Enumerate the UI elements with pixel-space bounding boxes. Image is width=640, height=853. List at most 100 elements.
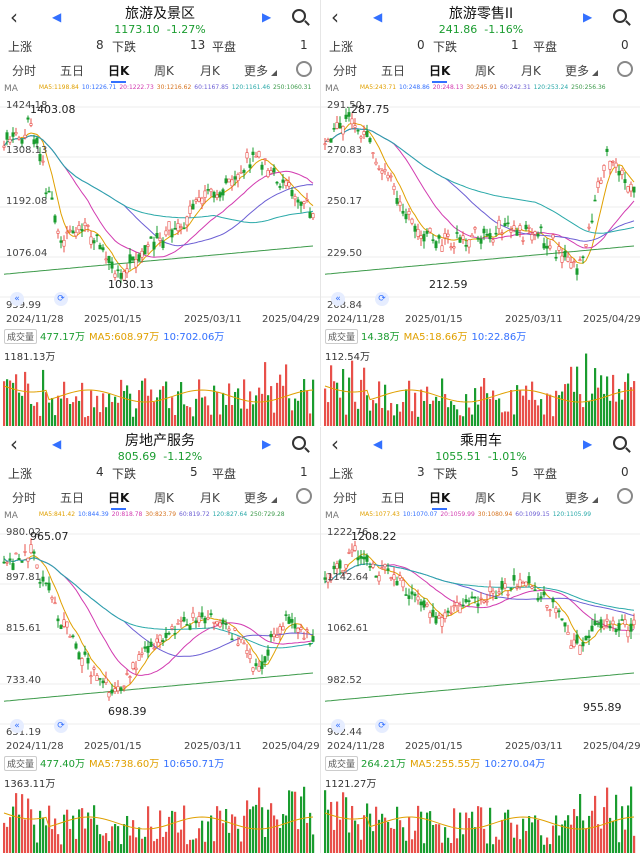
candle-body [107,692,111,698]
back-chevron-icon[interactable]: ‹ [10,5,18,29]
volume-bar [459,415,462,426]
next-arrow-icon[interactable]: ▶ [583,10,593,24]
tab-daily-k[interactable]: 日K [108,64,130,83]
volume-bar [396,404,399,426]
tab-daily-k[interactable]: 日K [429,64,451,83]
volume-bar [96,824,99,853]
volume-bar [438,824,441,853]
candle-body [212,191,216,198]
tab-more[interactable]: 更多 [244,64,269,78]
next-arrow-icon[interactable]: ▶ [262,10,272,24]
tab-more[interactable]: 更多 [244,491,269,505]
volume-tag[interactable]: 成交量 [4,756,38,771]
volume-bar [111,826,114,853]
tab-intraday[interactable]: 分时 [12,491,37,505]
settings-icon[interactable] [617,61,633,77]
volume-bar [456,838,459,853]
tab-weekly-k[interactable]: 周K [475,491,495,505]
ma-legend[interactable]: MA MA5:1077.43 10:1070.07 20:1059.99 30:108… [325,511,640,521]
prev-arrow-icon[interactable]: ◀ [52,10,62,24]
candlestick-chart[interactable] [321,95,640,315]
candlestick-chart[interactable] [321,522,640,742]
date-tick: 2024/11/28 [327,314,385,325]
search-icon[interactable] [613,436,627,450]
tab-intraday[interactable]: 分时 [12,64,37,78]
candlestick-chart[interactable] [0,95,320,315]
volume-chart[interactable] [0,773,320,853]
volume-bar [609,817,612,853]
tab-weekly-k[interactable]: 周K [154,64,174,78]
candle-body [425,230,429,234]
ma-legend[interactable]: MA MA5:1198.84 10:1226.71 20:1222.73 30:121… [4,84,320,94]
tab-more[interactable]: 更多 [565,491,590,505]
prev-arrow-icon[interactable]: ◀ [52,437,62,451]
ma-legend[interactable]: MA MA5:841.42 10:844.39 20:818.78 30:823.79… [4,511,320,521]
prev-arrow-icon[interactable]: ◀ [373,10,383,24]
collapse-left-icon[interactable]: « [331,292,345,306]
candlestick-chart[interactable] [0,522,320,742]
tab-daily-k[interactable]: 日K [108,491,130,510]
expand-icon[interactable] [592,70,598,76]
expand-icon[interactable] [592,497,598,503]
settings-icon[interactable] [617,488,633,504]
ma-legend[interactable]: MA MA5:243.71 10:248.86 20:248.13 30:245.91… [325,84,640,94]
volume-bar [432,825,435,853]
collapse-left-icon[interactable]: « [331,719,345,733]
search-icon[interactable] [613,9,627,23]
back-chevron-icon[interactable]: ‹ [331,432,339,456]
tab-weekly-k[interactable]: 周K [475,64,495,78]
volume-chart[interactable] [0,346,320,426]
tab-monthly-k[interactable]: 月K [200,64,220,78]
candle-body [539,596,543,599]
volume-bar [126,815,129,853]
tab-five-day[interactable]: 五日 [60,491,85,505]
candle-body [305,629,309,632]
tab-intraday[interactable]: 分时 [333,64,358,78]
volume-tag[interactable]: 成交量 [325,329,359,344]
candle-body [296,199,300,203]
next-arrow-icon[interactable]: ▶ [583,437,593,451]
date-axis: 2024/11/28 2025/01/15 2025/03/11 2025/04… [0,741,320,753]
tab-monthly-k[interactable]: 月K [200,491,220,505]
tab-monthly-k[interactable]: 月K [521,491,541,505]
candle-body [62,619,66,627]
search-icon[interactable] [292,9,306,23]
volume-bar [447,407,450,426]
expand-icon[interactable] [271,497,277,503]
volume-chart[interactable] [321,773,640,853]
tab-more[interactable]: 更多 [565,64,590,78]
tab-daily-k[interactable]: 日K [429,491,451,510]
tab-five-day[interactable]: 五日 [60,64,85,78]
price-change: -1.01% [487,450,527,463]
volume-bar [147,806,150,853]
reset-icon[interactable]: ⟳ [54,292,68,306]
volume-chart[interactable] [321,346,640,426]
reset-icon[interactable]: ⟳ [375,292,389,306]
candle-body [566,631,570,635]
volume-bar [516,824,519,853]
volume-bar [243,379,246,426]
candle-body [539,226,543,229]
reset-icon[interactable]: ⟳ [375,719,389,733]
back-chevron-icon[interactable]: ‹ [331,5,339,29]
settings-icon[interactable] [296,488,312,504]
candle-body [29,544,33,554]
tab-five-day[interactable]: 五日 [381,491,406,505]
next-arrow-icon[interactable]: ▶ [262,437,272,451]
reset-icon[interactable]: ⟳ [54,719,68,733]
volume-bar [291,791,294,853]
settings-icon[interactable] [296,61,312,77]
back-chevron-icon[interactable]: ‹ [10,432,18,456]
tab-five-day[interactable]: 五日 [381,64,406,78]
tab-intraday[interactable]: 分时 [333,491,358,505]
expand-icon[interactable] [271,70,277,76]
tab-monthly-k[interactable]: 月K [521,64,541,78]
volume-tag[interactable]: 成交量 [4,329,38,344]
tab-weekly-k[interactable]: 周K [154,491,174,505]
prev-arrow-icon[interactable]: ◀ [373,437,383,451]
volume-tag[interactable]: 成交量 [325,756,359,771]
ma-value: 250:729.28 [250,511,285,518]
search-icon[interactable] [292,436,306,450]
collapse-left-icon[interactable]: « [10,719,24,733]
collapse-left-icon[interactable]: « [10,292,24,306]
